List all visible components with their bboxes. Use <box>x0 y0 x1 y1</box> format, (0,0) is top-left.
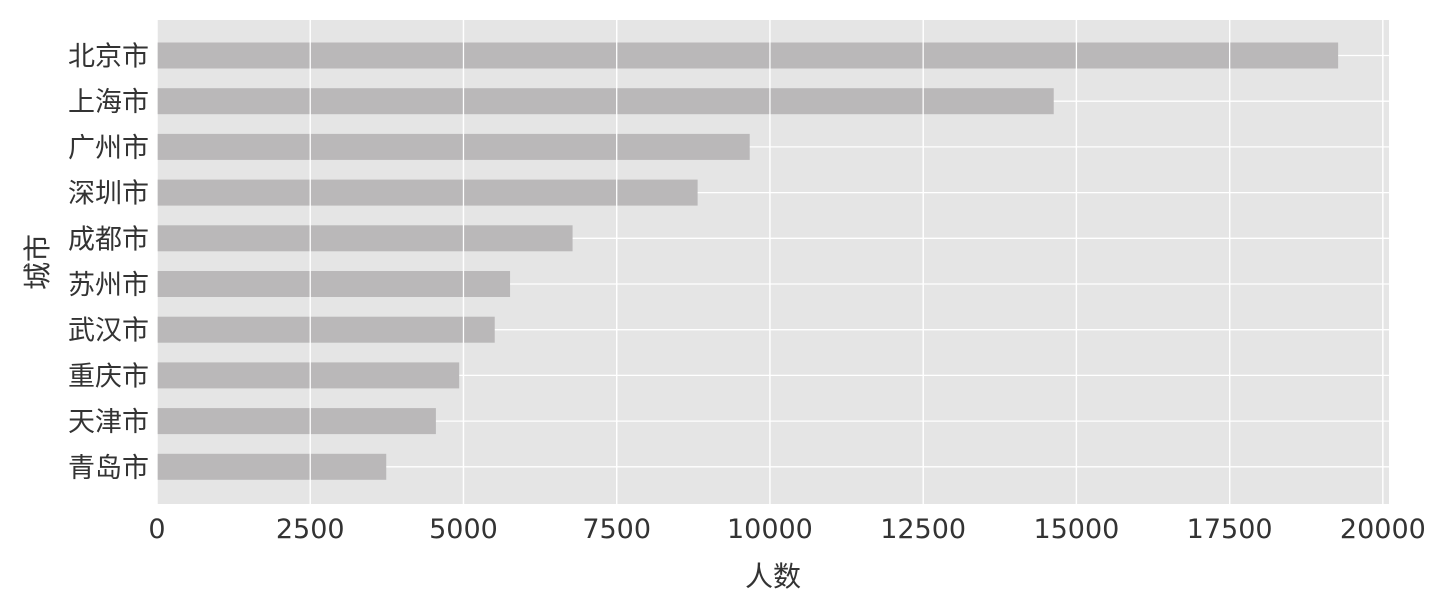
y-tick-label: 苏州市 <box>68 270 149 301</box>
bar <box>157 225 573 252</box>
bar <box>157 362 460 389</box>
y-tick-label: 上海市 <box>68 87 149 118</box>
y-tick-label: 天津市 <box>68 407 149 438</box>
x-axis-title: 人数 <box>745 560 801 593</box>
x-tick-label: 7500 <box>582 514 651 545</box>
x-tick-label: 10000 <box>727 514 813 545</box>
x-tick-label: 17500 <box>1187 514 1273 545</box>
bar <box>157 271 511 297</box>
x-grid-overlay <box>156 20 1384 504</box>
x-tick-label: 15000 <box>1033 514 1119 545</box>
x-tick-label: 20000 <box>1340 514 1426 545</box>
bar <box>157 179 698 206</box>
bar <box>157 88 1054 115</box>
y-axis-title: 城市 <box>21 234 54 290</box>
y-tick-label: 重庆市 <box>68 361 149 392</box>
x-tick-labels: 0 2500 5000 7500 10000 12500 15000 17500 20000 <box>148 514 1425 545</box>
bar <box>157 42 1339 69</box>
x-tick-label: 5000 <box>429 514 498 545</box>
y-tick-label: 武汉市 <box>68 316 149 347</box>
x-tick-label: 0 <box>148 514 165 545</box>
bar <box>157 316 495 343</box>
bar <box>157 408 436 435</box>
x-tick-label: 12500 <box>880 514 966 545</box>
y-tick-label: 青岛市 <box>68 453 149 484</box>
bar <box>157 453 387 480</box>
y-tick-label: 深圳市 <box>68 179 149 210</box>
y-tick-label: 成都市 <box>68 224 149 255</box>
x-tick-label: 2500 <box>276 514 345 545</box>
bars <box>156 20 1384 504</box>
bar <box>157 133 750 160</box>
y-tick-label: 广州市 <box>68 133 149 164</box>
y-tick-label: 北京市 <box>68 42 149 73</box>
